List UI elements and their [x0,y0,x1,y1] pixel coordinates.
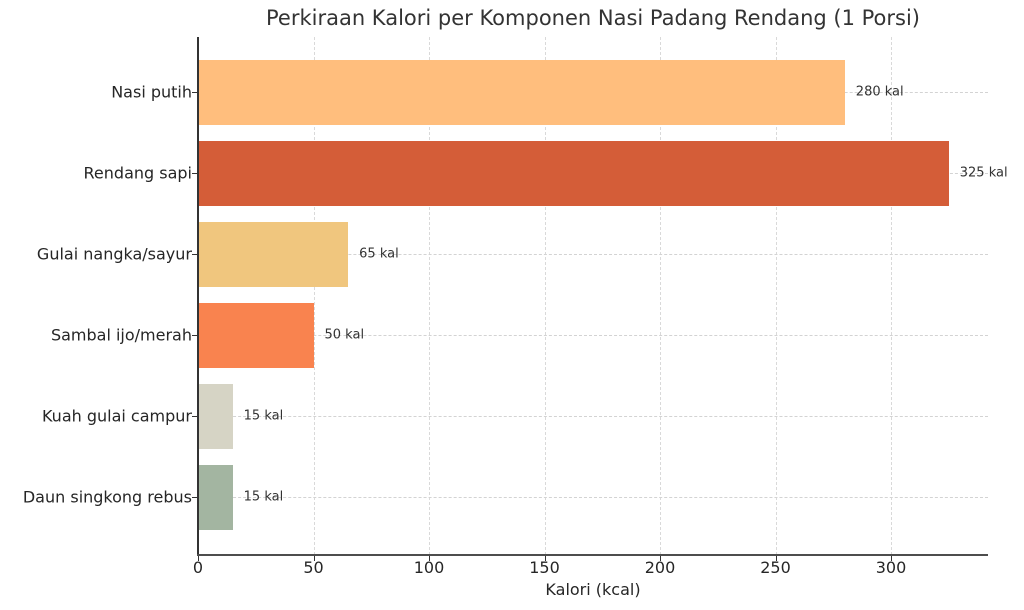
horizontal-gridline [198,416,988,417]
horizontal-gridline [198,497,988,498]
x-tick-mark [313,556,315,561]
y-tick-label: Sambal ijo/merah [50,325,192,345]
x-tick-label: 200 [644,558,676,577]
x-tick-label: 250 [760,558,791,577]
y-tick-mark [192,497,198,498]
x-axis-spine [197,554,988,556]
y-tick-mark [192,173,198,174]
bar-value-label: 325 kal [959,165,1008,181]
x-tick-label: 300 [875,558,907,577]
bar-value-label: 15 kal [243,489,284,505]
x-tick-mark [775,556,777,561]
bar-value-label: 15 kal [243,408,284,424]
horizontal-gridline [198,254,988,255]
bar [198,140,949,206]
x-tick-mark [891,556,892,561]
horizontal-gridline [198,335,988,336]
y-tick-label: Gulai nangka/sayur [36,244,192,264]
y-axis-spine [197,37,199,556]
vertical-gridline [891,37,892,555]
vertical-gridline [429,37,430,555]
bar-value-label: 280 kal [855,84,904,100]
y-tick-mark [192,92,198,93]
x-tick-mark [544,556,546,561]
chart-title: Perkiraan Kalori per Komponen Nasi Padan… [265,6,920,30]
x-tick-mark [198,556,199,561]
bar [198,464,233,530]
y-tick-label: Rendang sapi [83,163,192,183]
y-tick-label: Daun singkong rebus [22,487,192,507]
x-tick-mark [429,556,430,561]
bar-value-label: 50 kal [324,327,365,343]
x-tick-label: 0 [192,558,204,577]
x-tick-label: 50 [303,558,324,577]
y-tick-label: Nasi putih [111,82,192,102]
vertical-gridline [660,37,661,555]
vertical-gridline [775,37,777,555]
vertical-gridline [313,37,315,555]
bar [198,221,349,287]
bar [198,383,233,449]
x-axis-title: Kalori (kcal) [545,580,641,599]
y-tick-mark [192,335,198,336]
vertical-gridline [544,37,546,555]
y-tick-label: Kuah gulai campur [41,406,192,426]
bar-value-label: 65 kal [359,246,399,262]
y-tick-mark [192,416,198,417]
y-tick-mark [192,254,198,255]
x-tick-mark [660,556,661,561]
bar [198,59,845,125]
plot-area: 280 kal 325 kal 65 kal 50 kal 15 kal 15 kal [198,37,1008,555]
bar [198,302,314,368]
x-tick-label: 150 [529,558,560,577]
x-tick-label: 100 [413,558,445,577]
